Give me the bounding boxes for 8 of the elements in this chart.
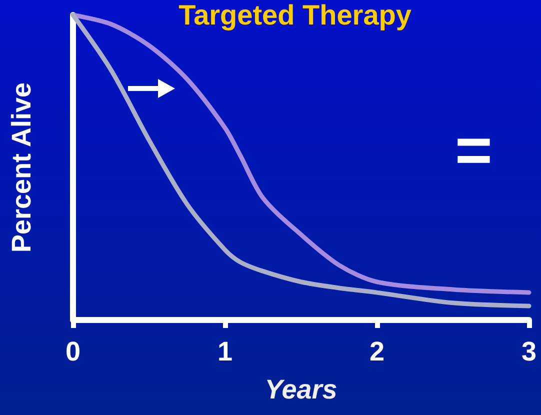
x-axis-title: Years — [264, 374, 338, 404]
x-tick-label: 0 — [65, 336, 81, 366]
chart-title: Targeted Therapy — [178, 0, 412, 30]
x-tick-label: 2 — [369, 336, 385, 366]
y-axis-title: Percent Alive — [6, 82, 36, 253]
x-tick-label: 3 — [521, 336, 537, 366]
x-tick-label: 1 — [217, 336, 233, 366]
annotation: = — [455, 114, 492, 186]
